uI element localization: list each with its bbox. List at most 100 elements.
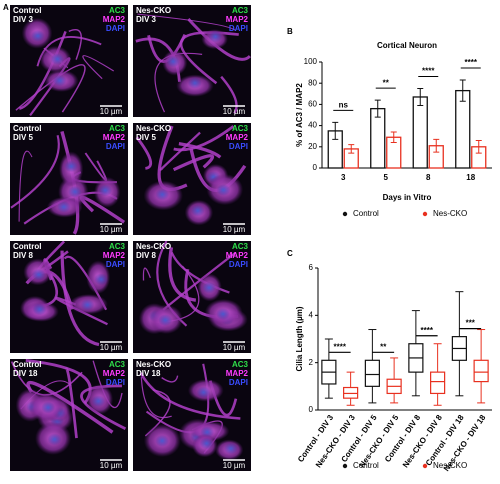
div-label: DIV 8 xyxy=(136,251,157,260)
image-content xyxy=(19,241,111,347)
significance-label: **** xyxy=(465,58,478,67)
image-content xyxy=(135,13,251,115)
marker-label: AC3 xyxy=(109,242,126,251)
marker-label: MAP2 xyxy=(103,369,126,378)
neurite xyxy=(68,29,82,60)
div-label: DIV 18 xyxy=(136,369,161,378)
y-tick-label: 20 xyxy=(308,142,317,151)
marker-label: MAP2 xyxy=(226,251,249,260)
nucleus xyxy=(50,53,65,66)
scale-bar-label: 10 µm xyxy=(223,343,246,352)
bar xyxy=(412,96,428,169)
condition-label: Control xyxy=(13,360,41,369)
y-tick-label: 6 xyxy=(309,263,314,272)
error-bar xyxy=(475,139,482,154)
significance-label: **** xyxy=(334,342,347,351)
x-tick-label: 18 xyxy=(466,173,475,182)
legend-label: Control xyxy=(353,209,379,218)
y-axis-label: Cilia Length (µm) xyxy=(295,306,304,371)
significance-label: ** xyxy=(380,342,387,351)
condition-label: Nes-CKO xyxy=(136,6,171,15)
y-tick-label: 40 xyxy=(308,121,317,130)
significance-label: *** xyxy=(466,319,476,328)
marker-label: DAPI xyxy=(229,142,248,151)
chart-title: Cortical Neuron xyxy=(377,41,437,50)
div-label: DIV 5 xyxy=(13,133,34,142)
bar xyxy=(455,89,471,169)
y-tick-label: 100 xyxy=(304,57,318,66)
box xyxy=(364,359,380,387)
neurite xyxy=(168,247,197,302)
scale-bar-label: 10 µm xyxy=(100,107,123,116)
nucleus xyxy=(208,30,223,43)
legend-label: Nes-CKO xyxy=(433,209,467,218)
image-content xyxy=(15,17,115,117)
neurite xyxy=(154,52,203,113)
div-label: DIV 18 xyxy=(13,369,38,378)
neurite xyxy=(64,367,78,439)
significance-label: ** xyxy=(383,78,390,87)
neurite xyxy=(82,55,115,80)
nucleus xyxy=(155,188,170,201)
neurite xyxy=(178,141,222,159)
error-bar xyxy=(374,99,381,118)
marker-label: DAPI xyxy=(106,378,125,387)
nucleus xyxy=(202,281,217,294)
neurite xyxy=(135,136,153,170)
nucleus xyxy=(216,184,231,197)
nucleus xyxy=(196,386,211,399)
marker-label: DAPI xyxy=(106,142,125,151)
x-tick-label: 5 xyxy=(384,173,389,182)
marker-label: AC3 xyxy=(232,6,249,15)
neurite xyxy=(142,267,151,281)
panel-label: A xyxy=(3,3,9,12)
marker-label: AC3 xyxy=(232,124,249,133)
marker-label: MAP2 xyxy=(226,133,249,142)
error-bar xyxy=(348,144,355,154)
nucleus xyxy=(41,401,56,414)
error-bar xyxy=(332,121,339,140)
nucleus xyxy=(215,308,230,321)
marker-label: MAP2 xyxy=(103,15,126,24)
y-tick-label: 4 xyxy=(309,310,314,319)
y-tick-label: 2 xyxy=(309,358,314,367)
box xyxy=(473,359,489,383)
neurite xyxy=(187,18,251,61)
y-tick-label: 0 xyxy=(309,405,314,414)
nucleus xyxy=(91,395,106,408)
marker-label: DAPI xyxy=(229,24,248,33)
panel-label: C xyxy=(287,249,293,258)
error-bar xyxy=(459,79,466,102)
y-tick-label: 0 xyxy=(313,163,318,172)
neurite xyxy=(159,131,201,171)
x-tick-label: 3 xyxy=(341,173,346,182)
significance-label: ns xyxy=(339,101,349,110)
legend-marker xyxy=(422,211,428,217)
nucleus xyxy=(67,185,82,198)
nucleus xyxy=(47,433,62,446)
nucleus xyxy=(80,298,95,311)
neurite xyxy=(60,250,100,347)
marker-label: AC3 xyxy=(232,242,249,251)
marker-label: DAPI xyxy=(229,260,248,269)
legend-marker xyxy=(422,463,428,469)
scale-bar-label: 10 µm xyxy=(100,225,123,234)
neurite xyxy=(161,375,179,383)
condition-label: Control xyxy=(13,6,41,15)
neurite xyxy=(26,380,114,434)
neurite xyxy=(140,377,172,419)
error-bar xyxy=(390,131,397,144)
scale-bar-label: 10 µm xyxy=(100,461,123,470)
marker-label: AC3 xyxy=(109,360,126,369)
nucleus xyxy=(199,437,214,450)
image-content xyxy=(138,241,248,335)
scale-bar-label: 10 µm xyxy=(223,461,246,470)
y-tick-label: 60 xyxy=(308,100,317,109)
neurite xyxy=(220,75,238,115)
